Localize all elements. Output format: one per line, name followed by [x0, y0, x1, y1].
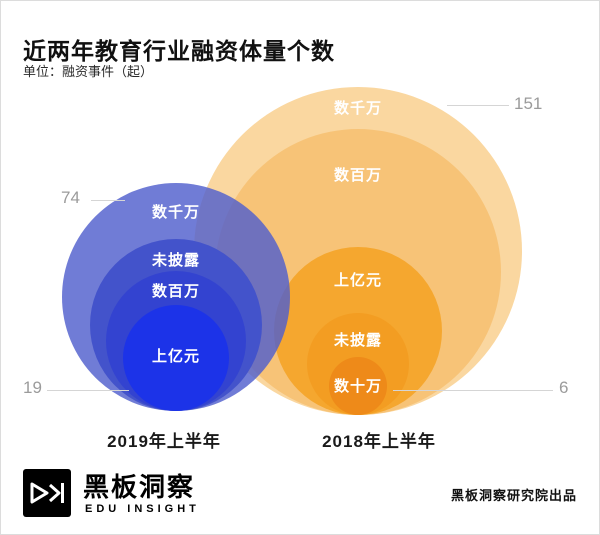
bubble-2019-hundred-million — [123, 305, 229, 411]
ring-label-2018-undisclosed: 未披露 — [333, 332, 383, 349]
ring-label-2018-hundred-thousand: 数十万 — [333, 378, 383, 395]
leader-line-6 — [393, 390, 553, 391]
brand-subtitle: EDU INSIGHT — [85, 503, 200, 515]
page-title: 近两年教育行业融资体量个数 — [23, 38, 335, 65]
footer: 黑板洞察 EDU INSIGHT 黑板洞察研究院出品 — [1, 459, 599, 534]
leader-line-74 — [91, 200, 125, 201]
bubble-2018-hundred-thousand — [329, 357, 387, 415]
ring-label-2019-tens-of-millions: 数千万 — [151, 204, 201, 221]
ring-label-2019-hundred-million: 上亿元 — [151, 348, 201, 365]
annotation-2018-outer-count: 151 — [514, 94, 543, 113]
credit-text: 黑板洞察研究院出品 — [450, 488, 577, 503]
ring-label-2019-undisclosed: 未披露 — [151, 252, 201, 269]
category-label-2018: 2018年上半年 — [322, 432, 436, 451]
annotation-2018-inner-count: 6 — [559, 378, 569, 397]
annotation-2019-inner-count: 19 — [23, 378, 42, 397]
leader-line-151 — [447, 105, 509, 106]
unit-label: 单位：融资事件（起） — [23, 64, 154, 79]
annotation-2019-outer-count: 74 — [61, 188, 80, 207]
ring-label-2018-hundred-million: 上亿元 — [333, 272, 383, 289]
ring-label-2019-millions: 数百万 — [151, 283, 201, 300]
brand-name: 黑板洞察 — [83, 472, 196, 502]
edu-insight-logo-icon — [23, 469, 71, 517]
chart-area: 数千万 未披露 数百万 上亿元 数千万 数百万 上亿元 未披露 数十万 74 1… — [1, 1, 599, 461]
ring-label-2018-tens-of-millions: 数千万 — [333, 100, 383, 117]
ring-label-2018-millions: 数百万 — [333, 167, 383, 184]
leader-line-19 — [47, 390, 129, 391]
category-label-2019: 2019年上半年 — [107, 432, 221, 451]
